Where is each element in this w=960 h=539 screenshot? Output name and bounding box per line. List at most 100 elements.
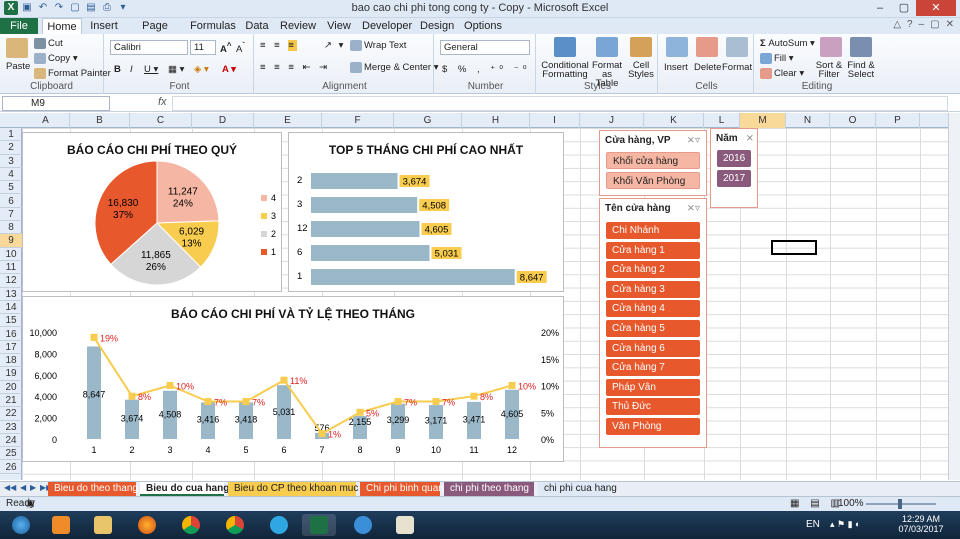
tab-page-layout[interactable]: Page Layout [138,20,171,48]
redo-icon[interactable]: ↷ [54,2,64,13]
autosum-button[interactable]: Σ AutoSum ▾ [760,38,815,49]
percent-marker[interactable] [318,430,326,438]
slicer-store-item[interactable]: Cửa hàng 1 [606,241,700,259]
column-header-c[interactable]: C [130,113,192,128]
sheet-tab[interactable]: Bieu do cua hang [140,482,229,496]
column-header-e[interactable]: E [254,113,322,128]
prev-sheet-icon[interactable]: ◀ [20,483,27,492]
tab-home[interactable]: Home [42,18,82,34]
monthly-bar[interactable] [125,399,139,439]
column-header-k[interactable]: K [644,113,704,128]
slicer-year-item[interactable]: 2016 [717,150,751,167]
name-box[interactable]: M9 [2,96,110,111]
number-format-box[interactable]: General [440,40,530,55]
fill-color-icon[interactable]: ◈ ▾ [194,64,209,75]
sheet-tab[interactable]: chi phi cua hang [538,482,617,496]
vertical-scrollbar[interactable] [948,113,960,480]
row-header-25[interactable]: 25 [0,447,22,461]
column-header-n[interactable]: N [786,113,830,128]
monthly-bar[interactable] [201,402,215,439]
format-as-table-button[interactable]: Format as Table [591,60,623,89]
merge-center-button[interactable]: Merge & Center ▾ [350,62,438,73]
new-file-icon[interactable]: ▢ [70,2,80,13]
top5-bar[interactable] [311,245,430,261]
slicer-store-item[interactable]: Chi Nhánh [606,222,700,239]
percent-marker[interactable] [394,398,402,406]
tab-design[interactable]: Design [420,20,455,32]
language-indicator[interactable]: EN [806,519,820,530]
delete-button[interactable]: Delete [694,62,722,73]
slicer-vp-item[interactable]: Khối Văn Phòng [606,172,700,189]
tab-file[interactable]: File [0,18,38,34]
tab-data[interactable]: Data [245,20,269,32]
row-header-17[interactable]: 17 [0,341,22,355]
monthly-bar[interactable] [277,385,291,439]
percent-marker[interactable] [242,398,250,406]
paste-button[interactable]: Paste [6,61,31,72]
save-icon[interactable]: ▣ [22,2,32,13]
clear-filter-icon[interactable]: ⨯ [745,133,754,144]
row-header-19[interactable]: 19 [0,367,22,381]
borders-icon[interactable]: ▦ ▾ [168,64,185,75]
font-size-box[interactable]: 11 [190,40,216,55]
tab-options[interactable]: Options [464,20,502,32]
column-header-f[interactable]: F [322,113,394,128]
find-select-button[interactable]: Find & Select [847,60,875,80]
slicer-store-item[interactable]: Thủ Đức [606,398,700,416]
column-header-o[interactable]: O [830,113,876,128]
tab-developer[interactable]: Developer [362,20,413,32]
view-buttons[interactable]: ▦ ▤ ▥ [790,498,844,509]
monthly-bar[interactable] [391,403,405,439]
monthly-bar[interactable] [353,415,367,439]
pie-slice-q1[interactable] [94,160,158,266]
percent-marker[interactable] [356,408,364,416]
clear-filter-icon[interactable]: ⨯▿ [686,135,700,146]
fill-button[interactable]: Fill ▾ [760,53,794,64]
sheet-tab[interactable]: chi phi theo thang [444,482,534,496]
close-button[interactable]: ✕ [916,0,956,16]
column-header-p[interactable]: P [876,113,920,128]
active-cell[interactable] [771,240,817,255]
file-explorer-icon[interactable] [86,514,120,536]
insert-function-icon[interactable]: fx [158,96,167,108]
row-header-2[interactable]: 2 [0,141,22,155]
sort-filter-button[interactable]: Sort & Filter [815,60,843,80]
tab-view[interactable]: View [327,20,351,32]
row-header-22[interactable]: 22 [0,407,22,421]
percent-marker[interactable] [432,398,440,406]
percent-line[interactable] [93,336,513,435]
cut-button[interactable]: Cut [34,38,63,49]
slicer-store-vp[interactable]: Cửa hàng, VP ⨯▿ Khối cửa hàng Khối Văn Ph… [599,130,707,196]
slicer-store-item[interactable]: Cửa hàng 2 [606,261,700,279]
customize-qat-icon[interactable]: ▾ [120,2,126,13]
quarter-chart[interactable]: BÁO CÁO CHI PHÍ THEO QUÝ 11,247 24% 6,029 1… [22,132,282,292]
cell-styles-button[interactable]: Cell Styles [628,60,654,80]
chrome-icon-2[interactable] [218,514,252,536]
zoom-level[interactable]: 100% [838,498,864,509]
row-header-7[interactable]: 7 [0,208,22,222]
column-header-d[interactable]: D [192,113,254,128]
shrink-font-icon[interactable]: Aˇ [236,41,245,56]
row-header-15[interactable]: 15 [0,314,22,328]
skype-icon[interactable] [262,514,296,536]
row-header-18[interactable]: 18 [0,354,22,368]
media-player-icon[interactable] [44,514,78,536]
tab-review[interactable]: Review [280,20,317,32]
row-header-6[interactable]: 6 [0,195,22,208]
tab-formulas[interactable]: Formulas [190,20,236,32]
workbook-close-icon[interactable]: ✕ [945,19,954,30]
column-header-m[interactable]: M [740,113,786,128]
row-header-3[interactable]: 3 [0,155,22,168]
align-top-icons[interactable]: ≡ ≡ ≡ [260,40,297,51]
percent-marker[interactable] [90,333,98,341]
row-header-23[interactable]: 23 [0,421,22,434]
copy-button[interactable]: Copy ▾ [34,53,78,64]
column-header-j[interactable]: J [580,113,644,128]
pie-slice-q4[interactable] [156,160,220,224]
sheet-tab[interactable]: Bieu do theo thang [48,482,138,496]
internet-explorer-icon[interactable] [346,514,380,536]
firefox-icon[interactable] [130,514,164,536]
align-left-icons[interactable]: ≡ ≡ ≡ ⇤ ⇥ [260,62,331,73]
percent-marker[interactable] [166,382,174,389]
slicer-store-item[interactable]: Văn Phòng [606,418,700,435]
